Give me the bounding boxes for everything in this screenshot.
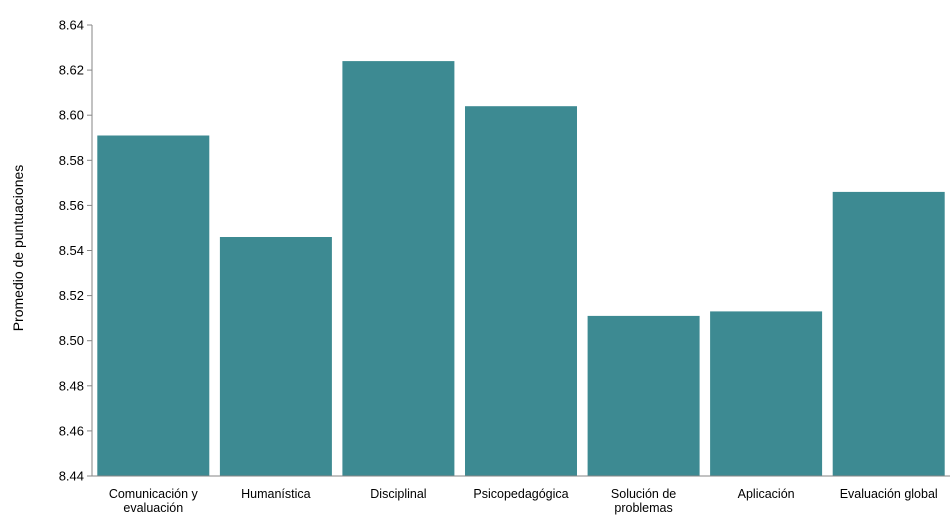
- y-tick-label: 8.62: [59, 63, 84, 78]
- y-tick-label: 8.52: [59, 288, 84, 303]
- bar-3: [465, 106, 577, 476]
- y-axis: 8.44 8.46 8.48 8.50 8.52 8.54 8.56 8.58 8.60 8.62…: [59, 18, 93, 484]
- y-tick-label: 8.46: [59, 423, 84, 438]
- y-tick-label: 8.50: [59, 333, 84, 348]
- bar-0: [97, 135, 210, 476]
- y-tick-label: 8.58: [59, 153, 84, 168]
- y-tick-label: 8.54: [59, 243, 84, 258]
- x-tick-label: Humanística: [241, 487, 311, 501]
- x-tick-label: Aplicación: [738, 487, 795, 501]
- x-tick-label: Disciplinal: [370, 487, 426, 501]
- x-tick-label: Psicopedagógica: [473, 487, 568, 501]
- bar-4: [587, 315, 700, 476]
- x-axis: Comunicación y evaluación Humanística Disci…: [92, 475, 950, 515]
- bars-group: [97, 61, 945, 476]
- y-tick-label: 8.60: [59, 108, 84, 123]
- y-tick-label: 8.56: [59, 198, 84, 213]
- bar-6: [832, 191, 945, 476]
- y-axis-label: Promedio de puntuaciones: [10, 165, 26, 332]
- x-tick-label: Comunicación y evaluación: [109, 487, 199, 515]
- x-tick-label: Solución de problemas: [611, 487, 676, 515]
- x-tick-label: Evaluación global: [840, 487, 938, 501]
- bar-1: [219, 237, 332, 476]
- bar-5: [710, 311, 823, 476]
- y-tick-label: 8.48: [59, 378, 84, 393]
- bar-2: [342, 61, 455, 476]
- y-tick-label: 8.64: [59, 18, 84, 33]
- y-tick-label: 8.44: [59, 469, 84, 484]
